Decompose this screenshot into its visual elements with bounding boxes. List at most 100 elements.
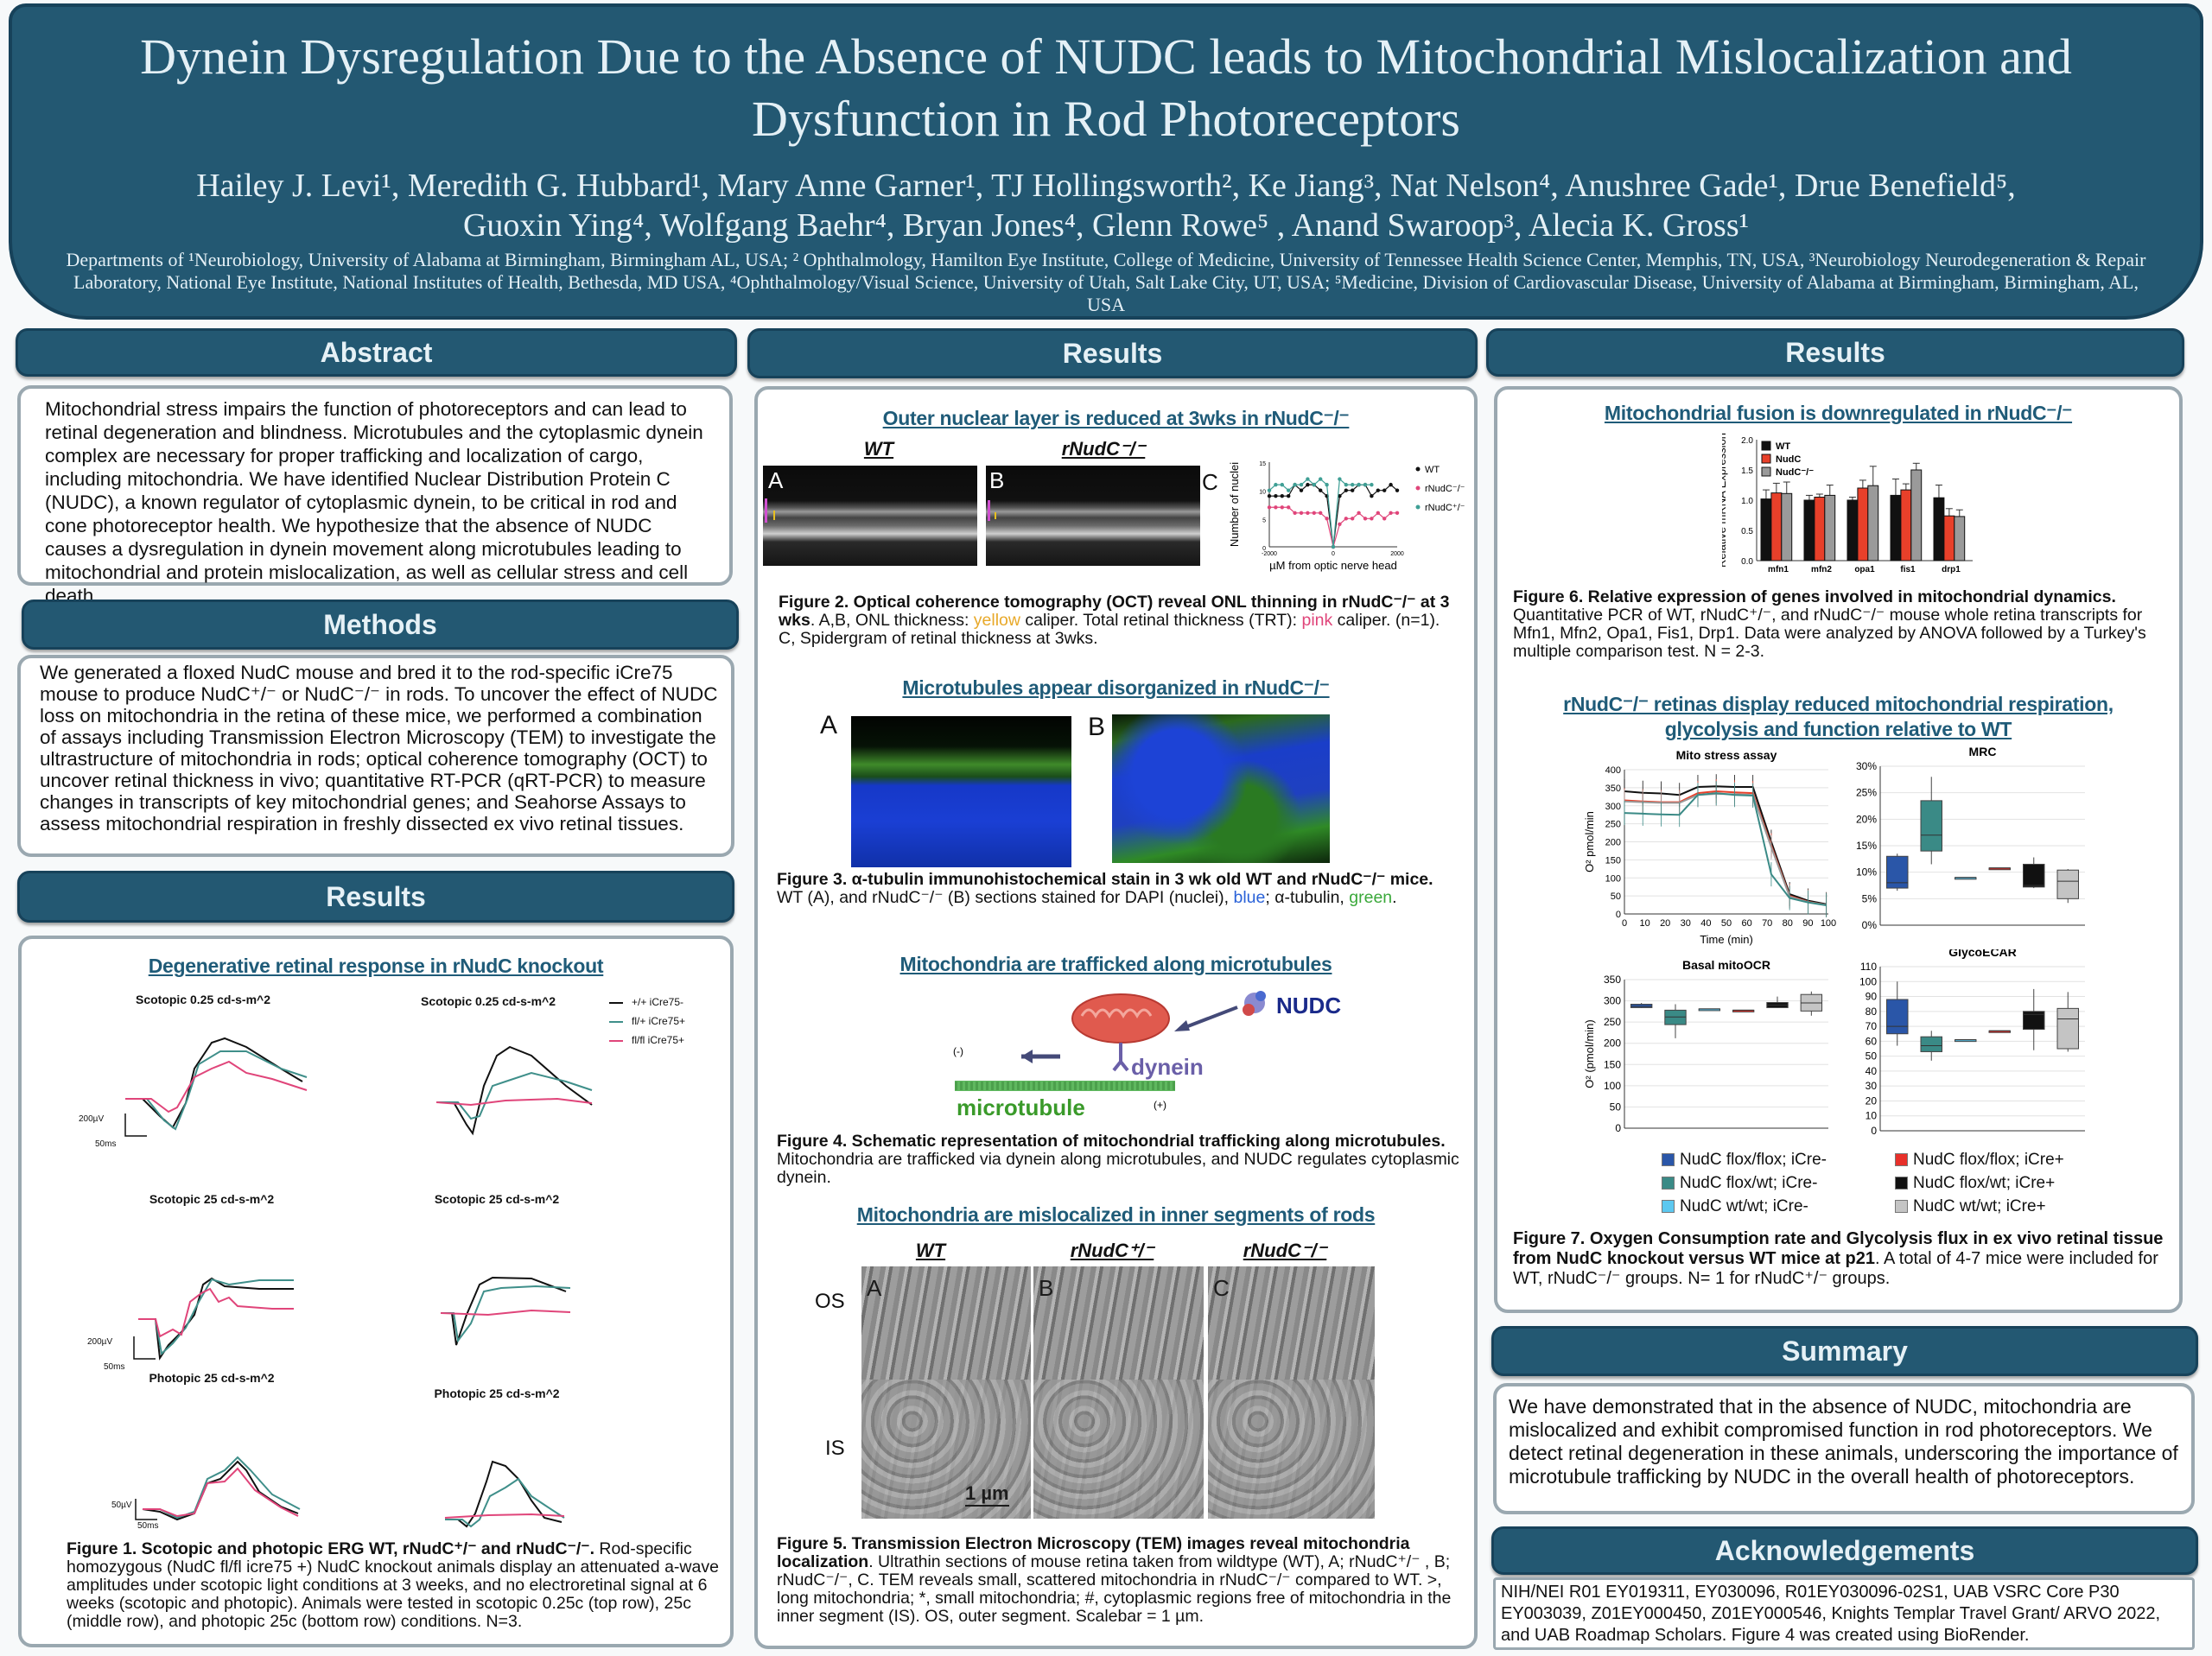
data-point: [1319, 477, 1323, 481]
x-tick-label: 100: [1821, 918, 1836, 929]
title-line-1: Dynein Dysregulation Due to the Absence …: [140, 29, 2072, 85]
results-heading-middle: Results: [747, 328, 1478, 378]
oct-label-wt: WT: [863, 438, 894, 460]
data-point: [1363, 517, 1368, 521]
data-point: [1344, 517, 1348, 521]
x-tick-label: 2000: [1390, 551, 1404, 557]
pink-caliper: [765, 498, 767, 523]
arrow-icon: [1180, 1006, 1238, 1031]
series-line: [1624, 790, 1827, 906]
erg-trace-het: [445, 1477, 565, 1528]
results-box-middle: Outer nuclear layer is reduced at 3wks i…: [754, 386, 1478, 1649]
results-box-right: Mitochondrial fusion is downregulated in…: [1494, 386, 2183, 1313]
data-point: [1287, 505, 1291, 510]
box: [1920, 1036, 1942, 1052]
legend-label: NudC wt/wt; iCre+: [1913, 1197, 2046, 1215]
oct-subheading: Outer nuclear layer is reduced at 3wks i…: [882, 407, 1350, 429]
legend-swatch: [1761, 454, 1771, 464]
data-point: [1280, 494, 1284, 498]
data-point: [1325, 517, 1329, 521]
figure-1-caption: Figure 1. Scotopic and photopic ERG WT, …: [67, 1540, 723, 1631]
y-tick-label: 10%: [1856, 866, 1877, 879]
abstract-text: Mitochondrial stress impairs the functio…: [45, 398, 703, 606]
data-point: [1287, 494, 1291, 498]
x-tick-label: opa1: [1854, 565, 1875, 574]
y-tick-label: 150: [1605, 855, 1621, 866]
y-tick-label: 10: [1866, 1110, 1878, 1122]
legend-line: [609, 1020, 623, 1023]
data-point: [1274, 482, 1278, 487]
erg-trace-ko: [444, 1513, 565, 1519]
oct-label-ko: rNudC⁻/⁻: [1061, 438, 1146, 460]
data-point: [1306, 482, 1310, 487]
y-tick-label: 2.0: [1741, 436, 1753, 446]
legend-label: WT: [1425, 465, 1440, 475]
y-tick-label: 300: [1604, 995, 1621, 1007]
erg-trace-het: [441, 1285, 571, 1343]
bar: [1760, 498, 1772, 562]
chart-title: Basal mitoOCR: [1682, 958, 1770, 972]
figure-6-text: Quantitative PCR of WT, rNudC⁺/⁻, and rN…: [1513, 606, 2146, 661]
series-line: [1624, 792, 1827, 906]
panel-label-a: A: [820, 711, 838, 739]
x-tick-label: 0: [1332, 551, 1335, 557]
erg-scale-voltage: 200µV: [87, 1337, 113, 1347]
y-tick-label: 25%: [1856, 787, 1877, 799]
legend-line: [609, 1001, 623, 1004]
erg-trace-ko: [435, 1097, 593, 1107]
data-point: [1395, 511, 1400, 515]
figure-4-caption: Figure 4. Schematic representation of mi…: [777, 1133, 1459, 1187]
y-tick-label: 100: [1859, 975, 1877, 987]
methods-box: We generated a floxed NudC mouse and bre…: [17, 655, 734, 857]
erg-trace-het: [436, 1071, 593, 1120]
y-tick-label: 60: [1866, 1035, 1878, 1047]
data-point: [1299, 488, 1304, 492]
data-point: [1370, 494, 1374, 498]
y-tick-label: 0.5: [1741, 527, 1753, 536]
x-tick-label: 40: [1700, 918, 1711, 929]
legend-marker: [1415, 466, 1421, 472]
respiration-subheading: rNudC⁻/⁻ retinas display reduced mitocho…: [1563, 693, 2113, 740]
series-line: [1624, 785, 1827, 905]
minus-end-label: (-): [953, 1045, 963, 1057]
legend-label: NudC: [1776, 454, 1801, 465]
panel-label-b: B: [1088, 713, 1106, 741]
y-tick-label: 110: [1860, 961, 1877, 973]
figure-2-caption: Figure 2. Optical coherence tomography (…: [779, 593, 1461, 648]
ihc-image-ko: [1112, 714, 1330, 863]
legend-label: NudC flox/flox; iCre-: [1680, 1151, 1827, 1169]
x-tick-label: 50: [1721, 918, 1732, 929]
plus-end-label: (+): [1154, 1099, 1166, 1111]
mrc-box-chart: 0% 5% 10% 15% 20% 25% 30% MRC: [1856, 745, 2085, 931]
y-tick-label: 5%: [1862, 892, 1878, 904]
y-tick-label: 200: [1605, 838, 1621, 848]
x-tick-label: 0: [1622, 918, 1627, 929]
y-tick-label: 200: [1604, 1037, 1621, 1050]
bar: [1814, 497, 1826, 562]
legend-item: NudC flox/wt; iCre+: [1895, 1171, 2064, 1195]
y-tick-label: 50: [1610, 1101, 1622, 1113]
data-point: [1351, 482, 1355, 487]
bar: [1781, 492, 1793, 562]
y-tick-label: 40: [1866, 1065, 1878, 1077]
y-tick-label: 250: [1604, 1016, 1621, 1028]
y-tick-label: 0: [1871, 1125, 1877, 1137]
data-point: [1338, 522, 1342, 527]
tem-label-ko: rNudC⁻/⁻: [1243, 1240, 1327, 1261]
y-tick-label: 400: [1605, 765, 1621, 776]
bar: [1943, 515, 1955, 562]
box-legend-right: NudC flox/flox; iCre+ NudC flox/wt; iCre+…: [1895, 1148, 2064, 1218]
author-list: Hailey J. Levi¹, Meredith G. Hubbard¹, M…: [29, 166, 2183, 245]
data-point: [1357, 482, 1361, 487]
legend-label: NudC flox/wt; iCre-: [1680, 1174, 1818, 1192]
title-line-2: Dysfunction in Rod Photoreceptors: [752, 91, 1460, 147]
bar: [1824, 494, 1836, 562]
bar: [1770, 492, 1783, 562]
x-tick-label: 30: [1681, 918, 1691, 929]
trafficking-schematic: dynein microtubule (-) (+) NUDC: [953, 991, 1341, 1120]
y-axis-label: O² pmol/min: [1583, 811, 1596, 872]
trafficking-subheading: Mitochondria are trafficked along microt…: [899, 953, 1332, 975]
figure-1-title: Figure 1. Scotopic and photopic ERG WT, …: [67, 1539, 595, 1558]
erg-trace-het: [138, 1278, 294, 1355]
